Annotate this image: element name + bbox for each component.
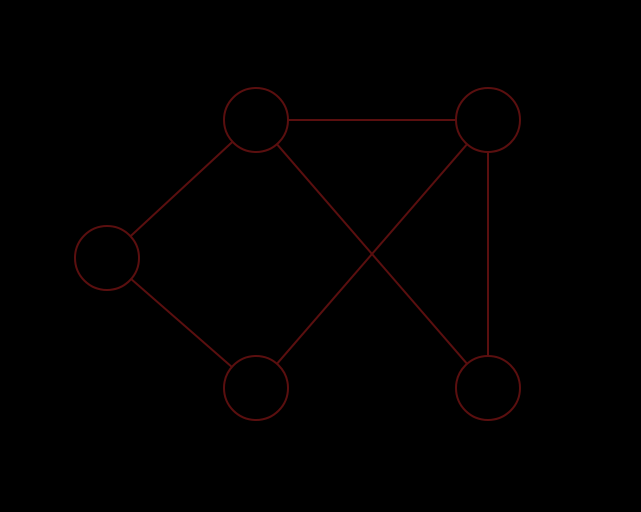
network-graph <box>0 0 641 512</box>
graph-node <box>224 356 288 420</box>
graph-node <box>224 88 288 152</box>
graph-node <box>456 356 520 420</box>
graph-node <box>75 226 139 290</box>
graph-node <box>456 88 520 152</box>
